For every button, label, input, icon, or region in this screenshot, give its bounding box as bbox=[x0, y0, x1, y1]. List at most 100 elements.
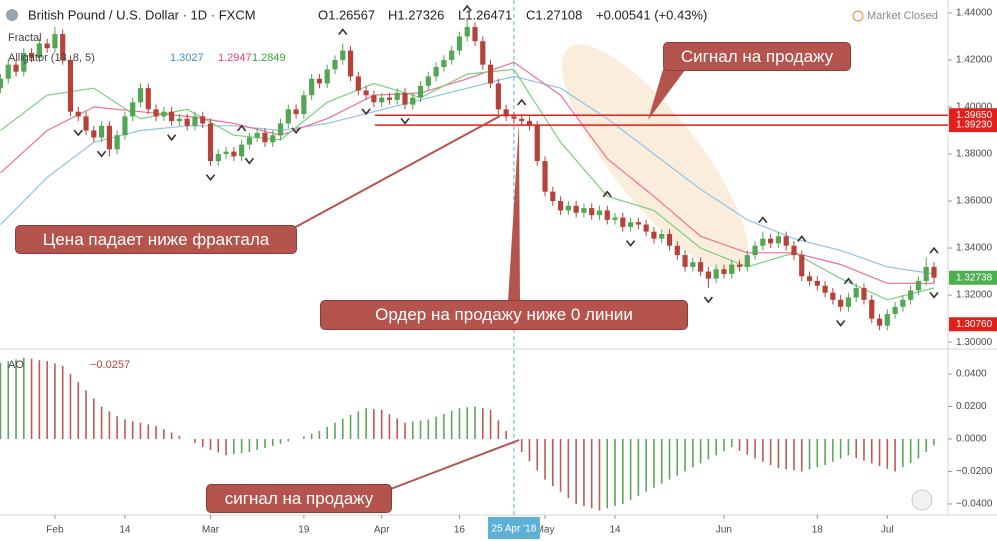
fractal-down bbox=[929, 291, 939, 299]
candle-body bbox=[752, 245, 758, 256]
pointer bbox=[648, 66, 688, 120]
fractal-down bbox=[244, 157, 255, 165]
candle-body bbox=[550, 191, 556, 202]
candle-body bbox=[316, 78, 323, 84]
change: +0.00541 (+0.43%) bbox=[596, 7, 707, 22]
candle-body bbox=[153, 109, 159, 117]
candle-body bbox=[729, 264, 735, 274]
fractal-down bbox=[166, 134, 177, 142]
x-tick-label: 14 bbox=[609, 525, 621, 536]
candle-body bbox=[433, 67, 439, 77]
candle-body bbox=[900, 299, 906, 307]
candle-body bbox=[200, 116, 206, 124]
candle-body bbox=[931, 266, 937, 278]
status-icon bbox=[852, 10, 864, 22]
fractal-up bbox=[843, 277, 854, 285]
layout bbox=[0, 0, 997, 516]
candle-body bbox=[643, 224, 649, 232]
x-tick-label: Mar bbox=[202, 525, 220, 536]
candle-body bbox=[908, 290, 914, 300]
y-tick-label: 1.36000 bbox=[956, 196, 993, 207]
candle-body bbox=[768, 238, 774, 244]
callout: Сигнал на продажу bbox=[663, 42, 851, 71]
candle-body bbox=[332, 59, 338, 70]
candle-body bbox=[75, 111, 81, 117]
symbol-icon[interactable] bbox=[6, 9, 18, 21]
candle-body bbox=[106, 125, 112, 150]
candle-body bbox=[340, 50, 346, 60]
fractal-down bbox=[73, 129, 83, 137]
candle-body bbox=[736, 264, 743, 267]
candle-body bbox=[309, 78, 315, 96]
candle-body bbox=[542, 161, 548, 192]
candle-body bbox=[355, 76, 361, 91]
candle-body bbox=[83, 116, 89, 131]
candle-body bbox=[923, 266, 929, 281]
candle-body bbox=[363, 90, 369, 96]
candle-body bbox=[410, 97, 416, 105]
candle-body bbox=[449, 50, 455, 60]
candle-body bbox=[441, 59, 447, 68]
candle-body bbox=[394, 92, 400, 100]
fractal-down bbox=[291, 127, 301, 135]
alligator-value: 1.2849 bbox=[252, 52, 286, 64]
crosshair-label: 25 Apr '18 bbox=[492, 524, 537, 535]
candle-body bbox=[402, 92, 408, 105]
candle-body bbox=[557, 201, 564, 211]
candle-body bbox=[822, 285, 828, 293]
candle-body bbox=[246, 137, 253, 145]
candle-body bbox=[285, 109, 291, 124]
candle-body bbox=[379, 97, 385, 103]
candle-body bbox=[869, 299, 875, 319]
candle-body bbox=[60, 34, 66, 60]
callout: Цена падает ниже фрактала bbox=[15, 225, 297, 254]
y-tick-label: 1.44000 bbox=[956, 8, 993, 19]
y-tick-label: 1.42000 bbox=[956, 55, 993, 66]
candle-body bbox=[270, 135, 276, 143]
candle-body bbox=[783, 236, 789, 246]
x-tick-label: 19 bbox=[298, 525, 310, 536]
fractal-down bbox=[400, 117, 410, 125]
fractal-up bbox=[338, 28, 348, 35]
candle-body bbox=[503, 109, 509, 117]
callout: Ордер на продажу ниже 0 линии bbox=[320, 300, 688, 330]
candle-body bbox=[277, 123, 284, 136]
candle-body bbox=[892, 306, 898, 314]
fractal-down bbox=[96, 150, 107, 158]
scroll-button[interactable] bbox=[911, 489, 933, 511]
ao-value: −0.0257 bbox=[90, 359, 130, 371]
fractal-down bbox=[205, 174, 216, 182]
y-tick-label: 0.0400 bbox=[956, 369, 987, 380]
candle-body bbox=[876, 318, 883, 326]
candle-body bbox=[682, 255, 688, 267]
candle-body bbox=[698, 262, 704, 272]
candle-body bbox=[861, 288, 867, 300]
candle-body bbox=[464, 27, 470, 37]
candle-body bbox=[67, 59, 74, 112]
candle-body bbox=[91, 130, 97, 138]
candle-body bbox=[52, 34, 58, 49]
candle-body bbox=[161, 111, 167, 117]
candle-body bbox=[705, 271, 711, 279]
y-tick-label: 0.0200 bbox=[956, 401, 987, 412]
fractal-up bbox=[797, 235, 807, 242]
candle-body bbox=[666, 233, 673, 246]
candle-body bbox=[799, 255, 805, 277]
candle-body bbox=[635, 222, 641, 225]
y-tick-label: 1.32000 bbox=[956, 290, 993, 301]
candle-body bbox=[254, 132, 260, 138]
y-tick-label: 1.34000 bbox=[956, 243, 993, 254]
candle-body bbox=[122, 116, 128, 136]
y-tick-label: 0.0000 bbox=[956, 434, 987, 445]
y-tick-label: −0.0200 bbox=[956, 466, 993, 477]
candle-body bbox=[760, 238, 766, 246]
fractal-down bbox=[361, 108, 371, 116]
ohlc-close: C1.27108 bbox=[526, 7, 582, 22]
candle-body bbox=[301, 95, 307, 115]
ohlc-open: O1.26567 bbox=[318, 7, 375, 22]
candle-body bbox=[417, 85, 424, 98]
x-tick-label: May bbox=[536, 525, 555, 536]
